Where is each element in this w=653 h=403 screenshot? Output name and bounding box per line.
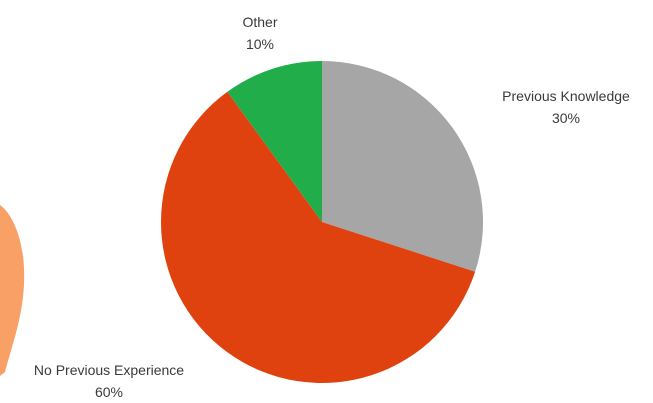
pie-slice-other <box>227 61 322 222</box>
pie-slice-no-previous-experience <box>160 91 476 384</box>
slice-label-name: Other <box>242 14 277 30</box>
pie-slices <box>160 61 483 384</box>
label-other: Other 10% <box>242 14 277 52</box>
slice-label-name: No Previous Experience <box>34 362 184 378</box>
slice-label-percent: 10% <box>246 36 274 52</box>
label-no-previous-experience: No Previous Experience 60% <box>34 362 184 400</box>
slice-label-name: Previous Knowledge <box>502 88 630 104</box>
pie-slice-previous-knowledge <box>322 61 483 272</box>
slice-label-percent: 30% <box>552 110 580 126</box>
label-previous-knowledge: Previous Knowledge 30% <box>502 88 630 126</box>
decorative-orange-shape <box>0 205 25 376</box>
slice-label-percent: 60% <box>95 384 123 400</box>
